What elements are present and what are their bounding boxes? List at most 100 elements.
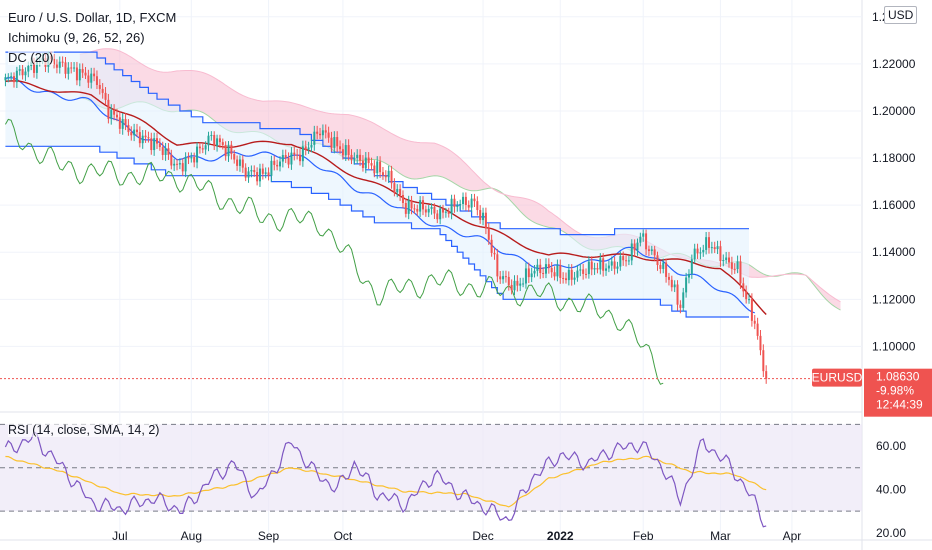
candle-body	[293, 152, 296, 155]
candle-body	[70, 67, 73, 69]
candle-body	[570, 269, 573, 280]
candle-body	[653, 249, 656, 256]
candle-body	[104, 92, 107, 100]
candle-body	[164, 148, 167, 155]
candle-body	[204, 145, 207, 150]
candle-body	[133, 129, 136, 136]
candle-body	[350, 154, 353, 160]
candle-body	[101, 88, 104, 93]
candle-body	[496, 254, 499, 277]
candle-body	[247, 171, 250, 178]
price-tick-label: 1.18000	[872, 151, 916, 165]
candle-body	[725, 257, 728, 260]
candle-body	[473, 198, 476, 202]
candle-body	[321, 130, 324, 136]
symbol-legend[interactable]: Euro / U.S. Dollar, 1D, FXCM	[8, 10, 177, 25]
candle-body	[619, 256, 622, 267]
donchian-lower-line	[5, 145, 749, 318]
candle-body	[278, 161, 281, 167]
candle-body	[224, 144, 227, 157]
candle-body	[722, 259, 725, 262]
candle-body	[484, 212, 487, 229]
candle-body	[430, 206, 433, 209]
candle-body	[333, 137, 336, 148]
candle-body	[270, 160, 273, 176]
time-tick-label: Sep	[258, 529, 280, 543]
axes: 1.10000 1.12000 1.14000 1.16000 1.18000 1.200…	[112, 10, 932, 543]
candle-body	[530, 273, 533, 278]
candle-body	[347, 145, 350, 155]
candle-body	[178, 163, 181, 165]
candle-body	[533, 270, 536, 274]
candle-body	[602, 258, 605, 271]
price-tick-label: 1.14000	[872, 245, 916, 259]
candle-body	[650, 249, 653, 252]
candle-body	[341, 149, 344, 156]
donchian-channel	[5, 51, 749, 318]
candle-body	[387, 170, 390, 178]
candle-body	[716, 246, 719, 250]
candle-body	[424, 209, 427, 213]
price-tick-label: 1.20000	[872, 104, 916, 118]
candle-body	[87, 75, 90, 83]
candle-body	[407, 200, 410, 214]
candle-body	[582, 269, 585, 274]
candle-body	[336, 137, 339, 147]
chikou-line	[4, 118, 664, 385]
candle-body	[307, 147, 310, 150]
candle-body	[267, 172, 270, 176]
candle-body	[662, 262, 665, 269]
candle-body	[135, 129, 138, 133]
rsi-tick-label: 60.00	[876, 439, 906, 453]
candle-body	[547, 264, 550, 268]
price-tick-label: 1.12000	[872, 292, 916, 306]
candle-body	[373, 165, 376, 174]
candle-body	[647, 249, 650, 252]
candle-body	[665, 262, 668, 277]
candle-body	[439, 208, 442, 220]
candle-body	[748, 299, 751, 301]
candle-body	[264, 172, 267, 174]
candle-body	[356, 154, 359, 159]
candle-body	[605, 268, 608, 271]
candle-body	[613, 261, 616, 269]
candle-body	[376, 161, 379, 174]
candle-body	[519, 283, 522, 286]
candle-body	[739, 261, 742, 284]
candle-body	[753, 320, 756, 324]
candle-body	[596, 268, 599, 270]
rsi-line	[4, 431, 767, 528]
candle-body	[696, 248, 699, 254]
rsi-legend[interactable]: RSI (14, close, SMA, 14, 2)	[8, 423, 160, 437]
candle-body	[756, 323, 759, 336]
time-tick-label: Feb	[633, 529, 654, 543]
candle-body	[502, 276, 505, 280]
indicator-lines	[4, 77, 767, 385]
candle-body	[750, 299, 753, 321]
candle-body	[353, 158, 356, 160]
candle-body	[487, 228, 490, 240]
candle-body	[53, 58, 56, 65]
currency-unit-button[interactable]: USD	[884, 6, 918, 24]
candle-body	[216, 138, 219, 147]
candle-body	[544, 264, 547, 274]
candle-body	[221, 142, 224, 145]
candle-body	[421, 200, 424, 210]
rsi-band	[0, 424, 862, 512]
candle-body	[110, 110, 113, 119]
candle-body	[404, 202, 407, 214]
donchian-legend[interactable]: DC (20)	[8, 50, 54, 65]
candle-body	[201, 148, 204, 150]
candle-body	[238, 159, 241, 166]
candle-body	[187, 156, 190, 159]
symbol-badge	[812, 368, 862, 387]
candle-body	[659, 265, 662, 269]
time-tick-label: 2022	[547, 529, 574, 543]
ichimoku-legend[interactable]: Ichimoku (9, 26, 52, 26)	[8, 30, 145, 45]
candle-body	[676, 284, 679, 305]
candle-body	[713, 247, 716, 250]
candle-body	[361, 160, 364, 168]
candle-body	[379, 161, 382, 173]
candle-body	[4, 77, 7, 81]
